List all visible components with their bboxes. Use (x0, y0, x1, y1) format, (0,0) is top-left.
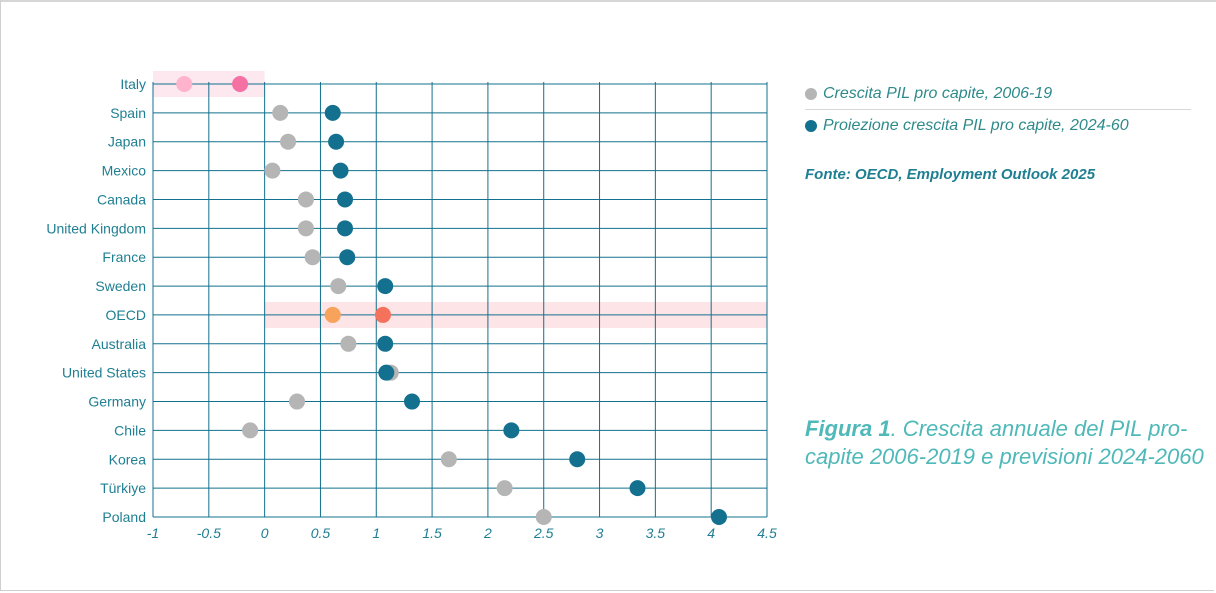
y-tick-label: Japan (108, 134, 146, 150)
dot-2024-60-sweden[interactable] (377, 278, 394, 295)
dot-2024-60-japan[interactable] (328, 133, 345, 150)
y-tick-label: Sweden (95, 278, 146, 294)
y-tick-label: Italy (120, 76, 146, 92)
legend-label: Crescita PIL pro capite, 2006-19 (823, 85, 1053, 102)
legend-label: Proiezione crescita PIL pro capite, 2024… (823, 117, 1129, 134)
y-tick-label: Chile (114, 422, 146, 438)
dot-2006-19-korea[interactable] (440, 451, 457, 468)
y-tick-label: Spain (110, 105, 146, 121)
dot-2024-60-united-kingdom[interactable] (337, 220, 354, 237)
dot-2006-19-poland[interactable] (535, 509, 552, 525)
y-tick-label: Korea (109, 451, 147, 467)
figure-caption: Figura 1. Crescita annuale del PIL pro-c… (805, 415, 1205, 471)
dot-2006-19-germany[interactable] (289, 393, 306, 410)
y-tick-label: Poland (102, 509, 146, 525)
dot-2024-60-spain[interactable] (324, 104, 341, 121)
dot-2006-19-australia[interactable] (340, 335, 357, 352)
dot-2024-60-canada[interactable] (337, 191, 354, 208)
dot-2006-19-chile[interactable] (242, 422, 259, 439)
dot-2006-19-sweden[interactable] (330, 278, 347, 295)
dot-2024-60-germany[interactable] (403, 393, 420, 410)
dot-2024-60-france[interactable] (339, 249, 356, 266)
y-tick-label: Canada (97, 191, 146, 207)
y-tick-label: United Kingdom (46, 220, 146, 236)
caption-text: . Crescita annuale del PIL pro-capite 20… (805, 416, 1204, 469)
dot-2006-19-italy[interactable] (176, 76, 193, 92)
dot-2006-19-japan[interactable] (280, 133, 297, 150)
chart-grid (152, 82, 768, 518)
y-tick-label: Mexico (102, 163, 147, 179)
dot-2024-60-oecd[interactable] (374, 306, 391, 323)
dot-2006-19-canada[interactable] (297, 191, 314, 208)
x-tick-label: 2 (483, 525, 492, 541)
x-tick-label: 3 (596, 525, 604, 541)
dot-2024-60-italy[interactable] (232, 76, 249, 92)
dot-2006-19-türkiye[interactable] (496, 480, 513, 497)
dot-2006-19-spain[interactable] (272, 104, 289, 121)
y-tick-label: Türkiye (100, 480, 146, 496)
y-tick-label: France (102, 249, 146, 265)
dot-2006-19-france[interactable] (304, 249, 321, 266)
x-tick-label: 4 (707, 525, 715, 541)
y-tick-label: OECD (106, 307, 146, 323)
x-tick-label: 4.5 (757, 525, 777, 541)
legend: Crescita PIL pro capite, 2006-19 Proiezi… (805, 82, 1195, 138)
x-tick-label: 1.5 (422, 525, 442, 541)
dot-2024-60-poland[interactable] (710, 509, 727, 525)
dot-2024-60-united-states[interactable] (378, 364, 395, 381)
x-axis-labels: -1 -0.5 0 0.5 1 1.5 2 2.5 3 3.5 4 4.5 (147, 525, 777, 541)
dot-2024-60-australia[interactable] (377, 335, 394, 352)
legend-swatch-blue (805, 120, 817, 132)
top-border (0, 0, 1216, 2)
legend-item-2024-60[interactable]: Proiezione crescita PIL pro capite, 2024… (805, 114, 1195, 138)
x-tick-label: 3.5 (646, 525, 666, 541)
dot-2006-19-united-kingdom[interactable] (297, 220, 314, 237)
y-tick-label: Germany (88, 394, 146, 410)
y-tick-label: United States (62, 365, 146, 381)
x-tick-label: -0.5 (197, 525, 221, 541)
x-tick-label: 1 (372, 525, 380, 541)
dot-2024-60-chile[interactable] (503, 422, 520, 439)
data-points (176, 76, 727, 525)
source-note: Fonte: OECD, Employment Outlook 2025 (805, 166, 1096, 183)
dot-2024-60-türkiye[interactable] (629, 480, 646, 497)
x-tick-label: 0.5 (311, 525, 331, 541)
legend-item-2006-19[interactable]: Crescita PIL pro capite, 2006-19 (805, 82, 1195, 106)
dot-2006-19-mexico[interactable] (264, 162, 281, 179)
legend-swatch-grey (805, 88, 817, 100)
dot-2024-60-mexico[interactable] (332, 162, 349, 179)
x-tick-label: 2.5 (533, 525, 554, 541)
caption-figure-number: Figura 1 (805, 416, 891, 441)
dot-2024-60-korea[interactable] (569, 451, 586, 468)
legend-divider (805, 109, 1191, 110)
x-tick-label: -1 (147, 525, 159, 541)
x-tick-label: 0 (261, 525, 269, 541)
y-axis-labels: Italy Spain Japan Mexico Canada United Kingdo… (46, 76, 146, 525)
y-tick-label: Australia (92, 336, 147, 352)
dot-2006-19-oecd[interactable] (324, 306, 341, 323)
